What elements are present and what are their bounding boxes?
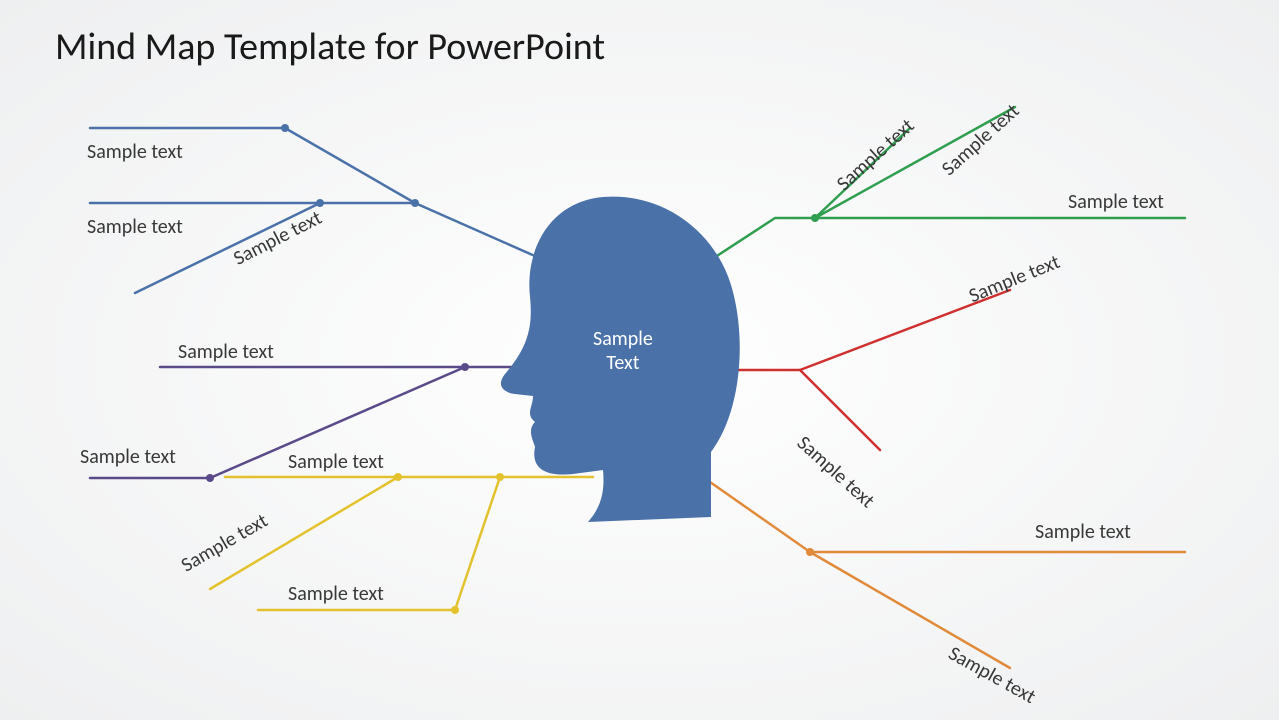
- branch-node-blue: [316, 199, 324, 207]
- branch-line-red: [715, 290, 1010, 370]
- branch-node-blue: [411, 199, 419, 207]
- branch-node-blue: [281, 124, 289, 132]
- branch-node-yellow: [394, 473, 402, 481]
- branch-label: Sample text: [1068, 190, 1164, 214]
- branch-label: Sample text: [288, 582, 384, 606]
- branch-label: Sample text: [87, 140, 183, 164]
- slide: Mind Map Template for PowerPoint Sample …: [0, 0, 1279, 720]
- branch-node-purple: [206, 474, 214, 482]
- branch-node-yellow: [496, 473, 504, 481]
- branch-node-orange: [806, 548, 814, 556]
- branch-node-green: [811, 214, 819, 222]
- branch-label: Sample text: [288, 450, 384, 474]
- branch-line-orange: [810, 552, 1010, 668]
- branch-label: Sample text: [178, 340, 274, 364]
- branch-node-purple: [461, 363, 469, 371]
- branch-node-yellow: [451, 606, 459, 614]
- branch-label: Sample text: [80, 445, 176, 469]
- center-label: Sample Text: [593, 327, 653, 375]
- branch-label: Sample text: [1035, 520, 1131, 544]
- branch-label: Sample text: [87, 215, 183, 239]
- branch-line-green: [703, 218, 1185, 265]
